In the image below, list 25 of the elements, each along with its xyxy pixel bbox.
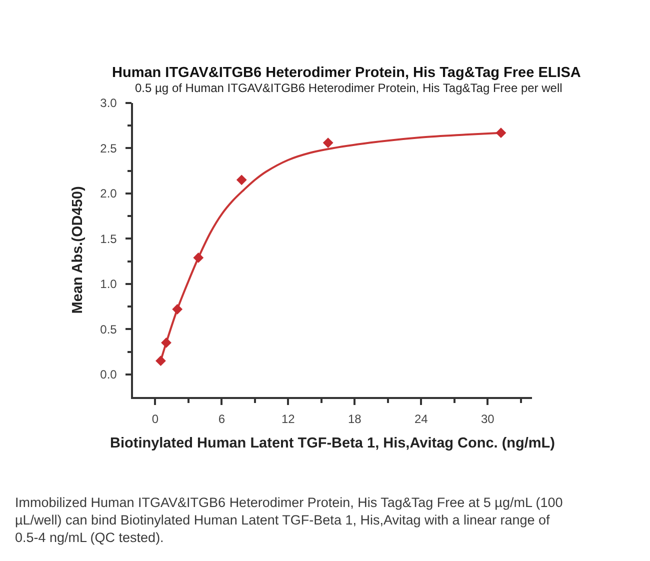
x-tick-label: 24 — [414, 412, 428, 426]
point — [172, 304, 183, 314]
x-axis-title: Biotinylated Human Latent TGF-Beta 1, His,Avitag Conc. (ng/mL) — [110, 435, 556, 452]
y-tick-label: 1.0 — [100, 277, 118, 292]
point — [156, 356, 166, 366]
text: Immobilized Human ITGAV&ITGB6 Heterodimer Protein, His Tag&Tag Free at 5 µg/mL (100 µL/well) can bind Biotinylated Human Latent TGF-Beta 1, His,Avitag with a linear range of 0.5-4 ng/mL (QC tested). — [15, 495, 563, 546]
y-tick-label: 0.0 — [100, 368, 118, 382]
y-tick-label: 0.5 — [100, 322, 118, 336]
x-tick-label: 0 — [152, 412, 159, 426]
y-axis-title: Mean Abs.(OD450) — [70, 186, 86, 314]
y-tick-label: 1.5 — [100, 232, 118, 246]
x-tick-label: 6 — [218, 412, 226, 426]
point — [322, 138, 334, 148]
point — [236, 174, 247, 186]
point — [496, 128, 506, 138]
x-tick-label: 12 — [281, 412, 296, 426]
y-tick-label: 2.0 — [100, 186, 118, 201]
x-tick-label: 30 — [480, 412, 495, 426]
chart-title: Human ITGAV&ITGB6 Heterodimer Protein, His Tag&Tag Free ELISA — [112, 65, 582, 81]
point — [193, 252, 204, 263]
x-tick-label: 18 — [348, 412, 362, 426]
point — [161, 338, 172, 348]
y-tick-label: 3.0 — [100, 96, 118, 110]
y-tick-label: 2.5 — [100, 141, 118, 156]
chart-subtitle: 0.5 µg of Human ITGAV&ITGB6 Heterodimer Protein, His Tag&Tag Free per well — [135, 81, 562, 95]
